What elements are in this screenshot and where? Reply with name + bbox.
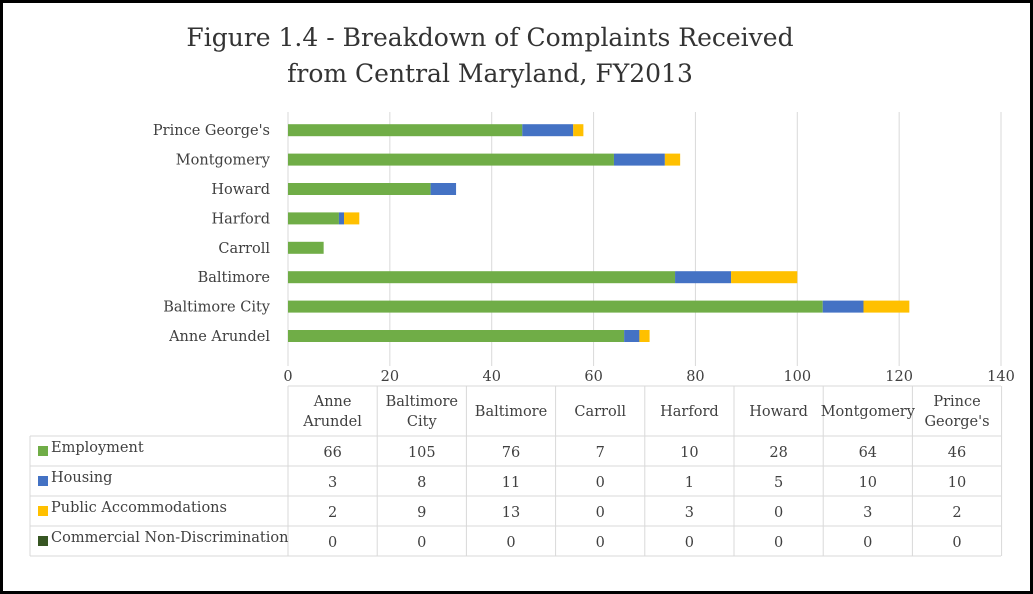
table-cell-value: 0: [596, 475, 605, 491]
table-cell-value: 9: [417, 505, 426, 521]
series-name: Housing: [51, 470, 112, 486]
series-name: Commercial Non-Discrimination: [51, 530, 288, 546]
category-label: Howard: [211, 182, 270, 198]
bar-housing-baltimore-city: [822, 300, 864, 313]
table-cell-value: 28: [769, 445, 787, 461]
table-cell-value: 76: [502, 445, 520, 461]
category-label: Harford: [211, 211, 270, 227]
value-axis-tick-labels: 0 20 40 60 80 100 120 140: [283, 369, 1014, 385]
table-cell-value: 0: [417, 535, 426, 551]
chart-title-line-2: from Central Maryland, FY2013: [287, 59, 693, 88]
table-cell-value: 5: [774, 475, 783, 491]
bar-public-accommodations-montgomery: [664, 153, 681, 166]
table-header-label: George's: [924, 414, 989, 430]
chart-title: Figure 1.4 - Breakdown of Complaints Rec…: [140, 20, 840, 92]
table-cell-value: 10: [859, 475, 877, 491]
x-tick-label: 100: [783, 369, 811, 385]
table-header-label: Anne: [313, 394, 352, 410]
bar-public-accommodations-prince-george-s: [573, 124, 584, 137]
chart-title-line-1: Figure 1.4 - Breakdown of Complaints Rec…: [186, 23, 794, 52]
category-label: Carroll: [218, 241, 270, 257]
table-cell-value: 0: [863, 535, 872, 551]
table-cell-value: 46: [948, 445, 966, 461]
table-header-label: Arundel: [302, 414, 362, 430]
table-header-label: Howard: [749, 404, 808, 420]
table-cell-value: 0: [506, 535, 515, 551]
table-cell-value: 2: [328, 505, 337, 521]
category-label: Anne Arundel: [168, 329, 270, 345]
table-cell-value: 8: [417, 475, 426, 491]
table-header-label: Prince: [933, 394, 980, 410]
table-cell-value: 3: [685, 505, 694, 521]
table-cell-value: 105: [408, 445, 436, 461]
table-header-label: Baltimore: [475, 404, 547, 420]
table-header-label: City: [407, 414, 438, 430]
table-cell-value: 0: [596, 505, 605, 521]
table-cell-value: 3: [328, 475, 337, 491]
table-cell-value: 64: [859, 445, 877, 461]
table-header-label: Harford: [660, 404, 719, 420]
table-cell-value: 13: [502, 505, 520, 521]
bar-housing-howard: [430, 183, 457, 195]
legend-key-commercial-non-discrimination: [38, 536, 48, 546]
table-cell-value: 0: [774, 505, 783, 521]
bar-employment-anne-arundel: [288, 330, 625, 342]
category-label: Montgomery: [176, 153, 271, 169]
series-name: Employment: [51, 440, 144, 456]
table-cell-value: 10: [680, 445, 698, 461]
table-cell-value: 2: [952, 505, 961, 521]
table-cell-value: 0: [596, 535, 605, 551]
data-table: Anne Arundel Baltimore City Baltimore Carroll…: [29, 385, 1003, 557]
bar-public-accommodations-baltimore: [731, 271, 798, 284]
bar-housing-montgomery: [613, 153, 665, 166]
category-label: Baltimore City: [163, 300, 271, 316]
x-tick-label: 40: [482, 369, 500, 385]
bar-public-accommodations-harford: [344, 212, 360, 225]
bar-employment-harford: [288, 212, 339, 225]
bar-housing-prince-george-s: [522, 124, 574, 137]
x-tick-label: 80: [686, 369, 704, 385]
table-cell-value: 0: [774, 535, 783, 551]
bar-employment-howard: [288, 183, 431, 195]
category-label: Baltimore: [198, 270, 270, 286]
table-cell-value: 7: [596, 445, 605, 461]
series-name: Public Accommodations: [51, 500, 227, 516]
table-header-label: Baltimore: [386, 394, 458, 410]
chart-bars: [288, 124, 910, 342]
x-tick-label: 20: [381, 369, 399, 385]
legend-key-employment: [38, 446, 48, 456]
table-cell-value: 0: [685, 535, 694, 551]
legend-key-public-accommodations: [38, 506, 48, 516]
x-tick-label: 0: [283, 369, 292, 385]
x-tick-label: 140: [987, 369, 1015, 385]
table-cell-value: 0: [952, 535, 961, 551]
bar-employment-montgomery: [288, 153, 614, 166]
bar-housing-anne-arundel: [624, 330, 640, 342]
table-cell-value: 10: [948, 475, 966, 491]
table-cell-value: 66: [323, 445, 341, 461]
table-cell-value: 0: [328, 535, 337, 551]
x-tick-label: 60: [584, 369, 602, 385]
category-axis-labels: Anne Arundel Baltimore City Baltimore Carro…: [153, 123, 271, 345]
bar-employment-baltimore-city: [288, 300, 823, 313]
bar-employment-carroll: [288, 241, 324, 254]
chart-gridlines: [287, 112, 1002, 366]
category-label: Prince George's: [153, 123, 270, 139]
x-tick-label: 120: [885, 369, 913, 385]
table-header-label: Carroll: [574, 404, 626, 420]
table-cell-value: 1: [685, 475, 694, 491]
table-cell-value: 3: [863, 505, 872, 521]
table-cell-value: 11: [502, 475, 520, 491]
bar-housing-harford: [338, 212, 345, 225]
bar-housing-baltimore: [675, 271, 732, 284]
bar-employment-baltimore: [288, 271, 676, 284]
bar-employment-prince-george-s: [288, 124, 523, 137]
legend-key-housing: [38, 476, 48, 486]
bar-public-accommodations-anne-arundel: [639, 330, 650, 342]
table-header-label: Montgomery: [821, 404, 916, 420]
bar-public-accommodations-baltimore-city: [863, 300, 910, 313]
